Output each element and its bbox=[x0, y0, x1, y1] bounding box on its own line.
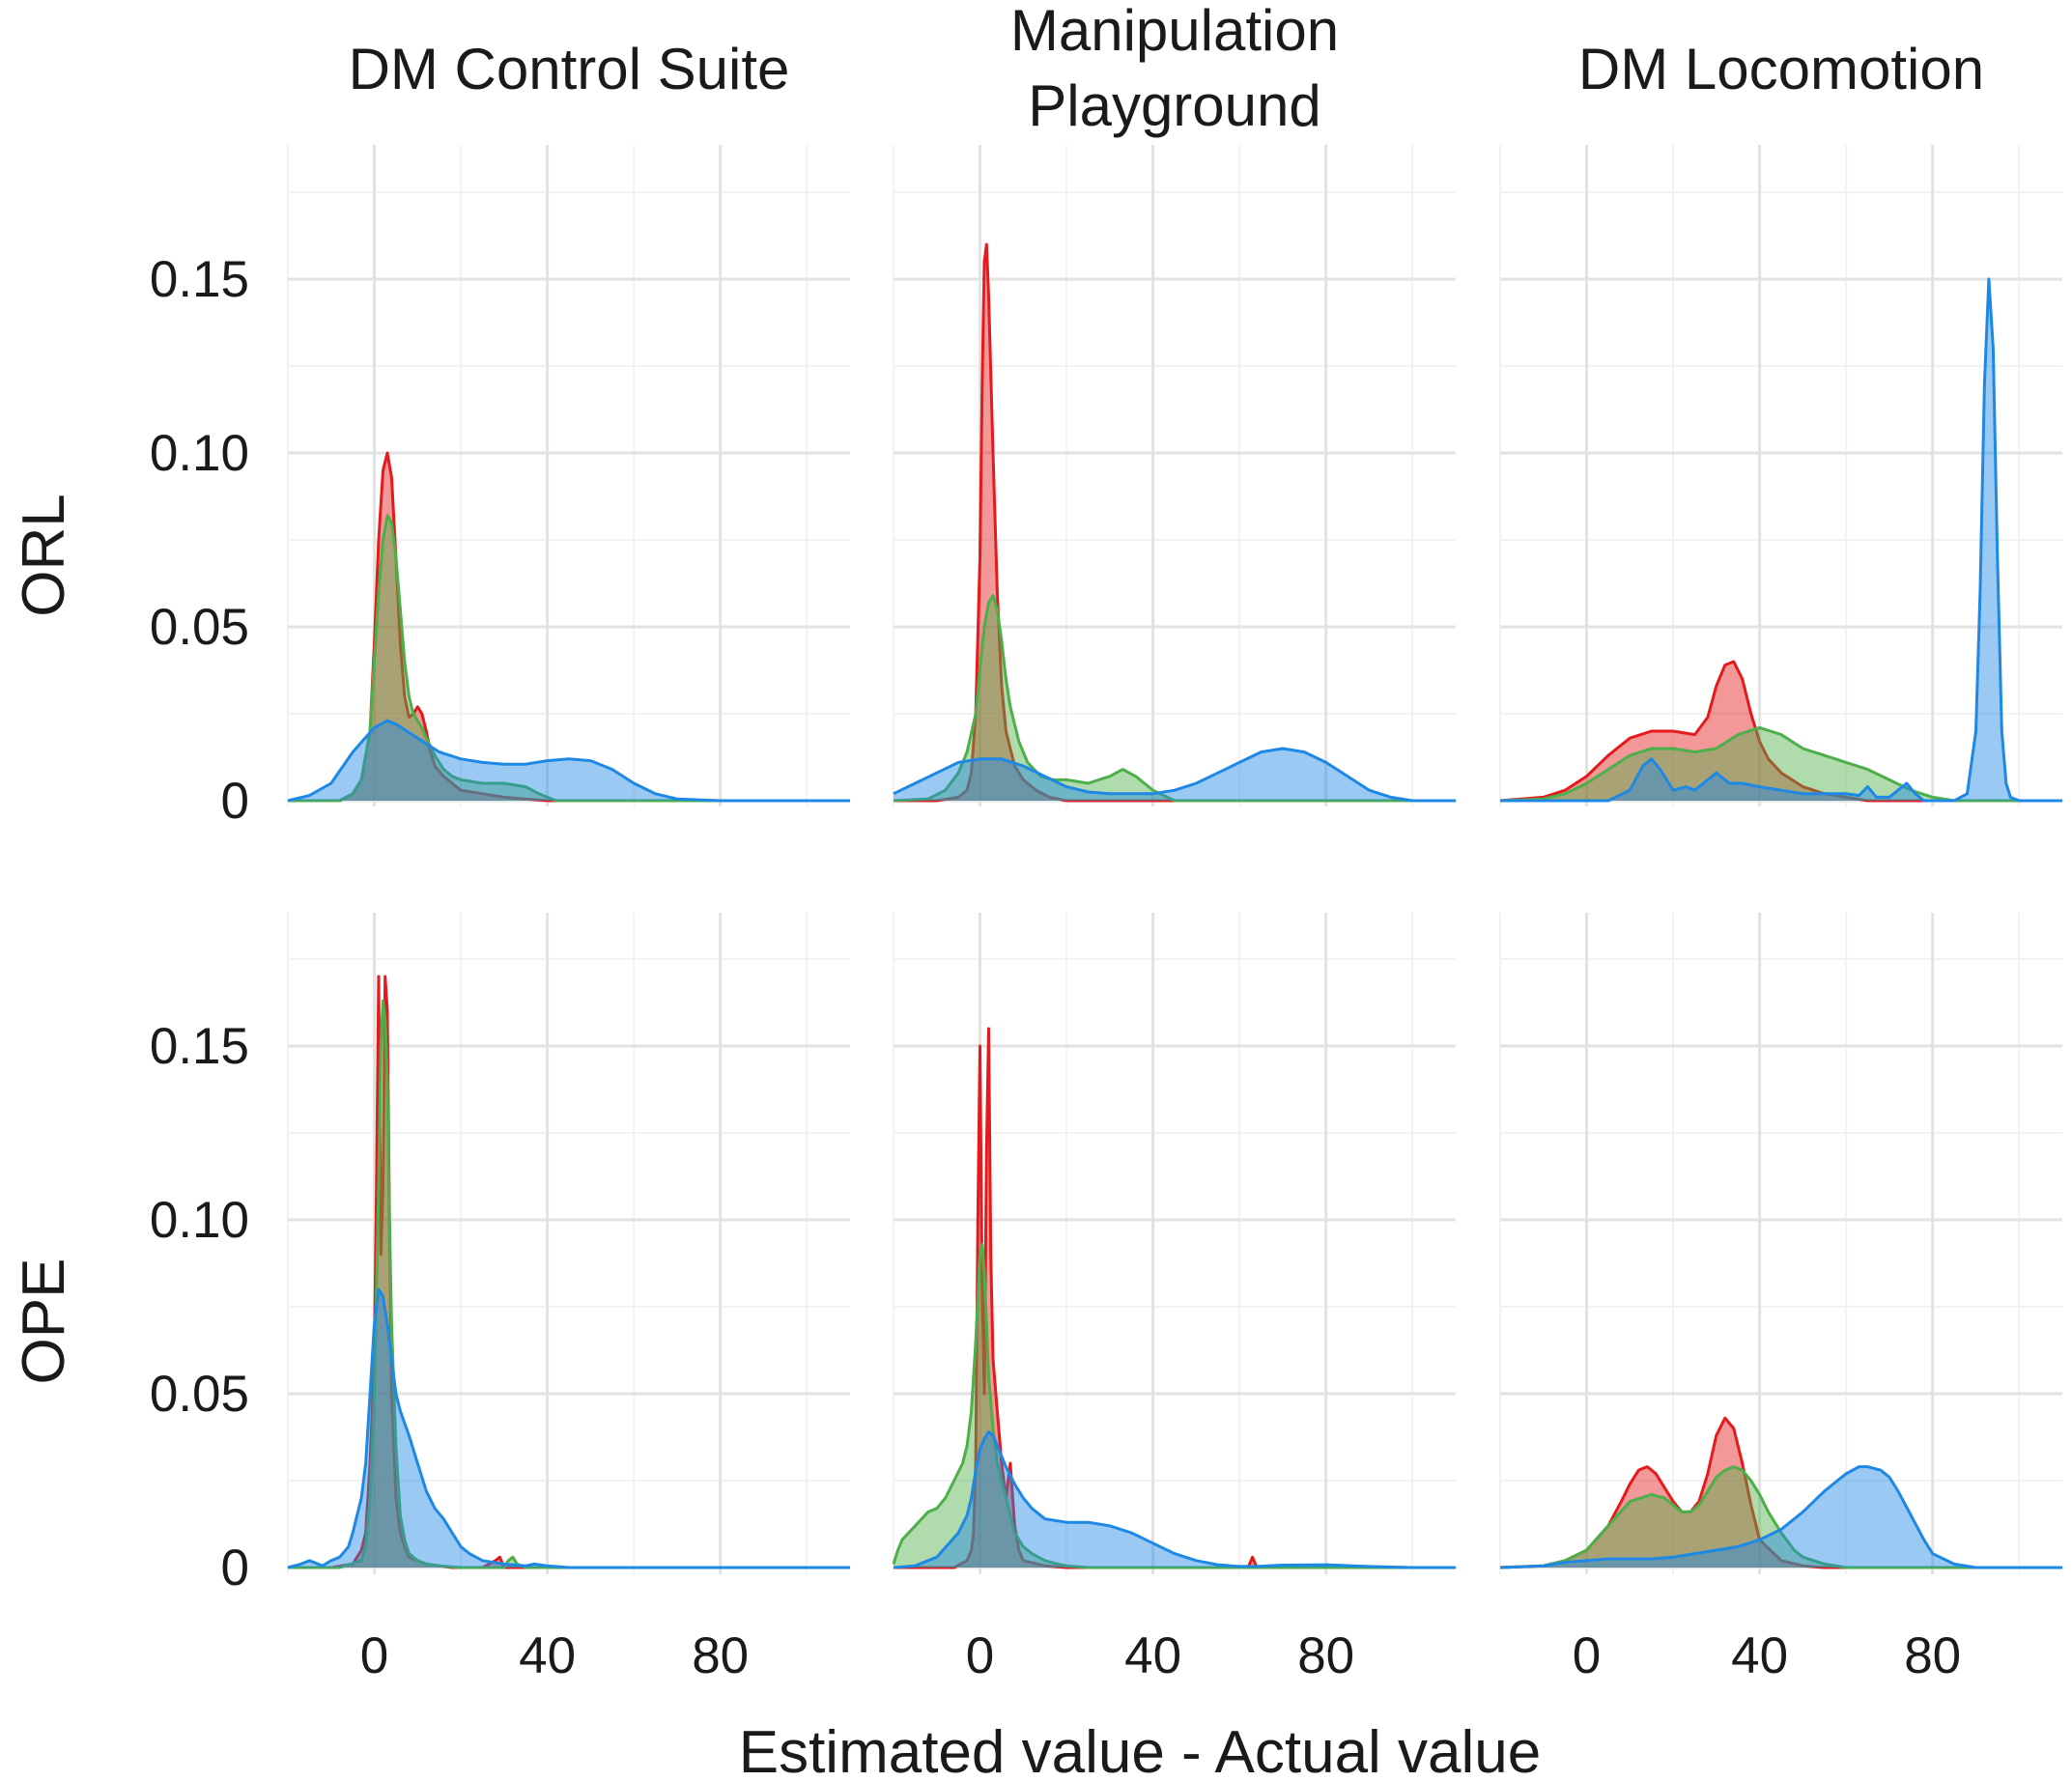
density-line-blue-orl-dm-control-suite bbox=[287, 719, 850, 803]
density-line-red-ope-manipulation-playground bbox=[894, 1027, 1456, 1569]
density-layer bbox=[287, 242, 2062, 1569]
grid-layer bbox=[287, 145, 2062, 1574]
column-title-2-line-2: Playground bbox=[1028, 73, 1321, 138]
density-line-blue-ope-manipulation-playground bbox=[893, 1430, 1456, 1569]
density-line-red-ope-dm-control-suite bbox=[288, 975, 850, 1569]
x-tick-label: 80 bbox=[692, 1627, 749, 1684]
x-tick-label: 40 bbox=[1731, 1627, 1788, 1684]
density-area-blue-ope-dm-control-suite bbox=[288, 1289, 850, 1568]
density-line-blue-orl-dm-locomotion bbox=[1500, 277, 2062, 803]
density-line-blue-ope-dm-locomotion bbox=[1499, 1465, 2062, 1569]
density-area-green-orl-dm-control-suite bbox=[288, 515, 850, 801]
density-area-green-ope-manipulation-playground bbox=[894, 1244, 1456, 1568]
y-tick-label: 0.10 bbox=[150, 1192, 249, 1249]
density-area-green-ope-dm-locomotion bbox=[1500, 1466, 2062, 1568]
row-label-ope: OPE bbox=[11, 1258, 77, 1385]
density-area-blue-orl-manipulation-playground bbox=[894, 749, 1456, 801]
density-line-red-orl-manipulation-playground bbox=[894, 242, 1456, 803]
density-area-green-orl-dm-locomotion bbox=[1500, 727, 2062, 801]
column-title-3-line-1: DM Locomotion bbox=[1578, 37, 1984, 101]
density-area-blue-ope-manipulation-playground bbox=[894, 1431, 1456, 1568]
x-tick-label: 40 bbox=[519, 1627, 576, 1684]
x-tick-label: 0 bbox=[360, 1627, 388, 1684]
density-area-red-orl-dm-locomotion bbox=[1500, 662, 2062, 801]
density-line-blue-orl-manipulation-playground bbox=[893, 747, 1456, 803]
density-line-green-ope-manipulation-playground bbox=[892, 1242, 1456, 1569]
density-area-blue-ope-dm-locomotion bbox=[1500, 1466, 2062, 1568]
y-tick-label: 0.15 bbox=[150, 1018, 249, 1075]
column-title-1-line-1: DM Control Suite bbox=[349, 37, 790, 101]
density-line-blue-ope-dm-control-suite bbox=[287, 1287, 850, 1569]
x-tick-label: 40 bbox=[1124, 1627, 1181, 1684]
density-area-blue-orl-dm-control-suite bbox=[288, 721, 850, 801]
y-tick-label: 0 bbox=[221, 1540, 249, 1597]
density-line-green-ope-dm-locomotion bbox=[1499, 1465, 2062, 1569]
density-area-green-orl-manipulation-playground bbox=[894, 595, 1456, 801]
x-tick-label: 80 bbox=[1297, 1627, 1354, 1684]
label-layer: DM Control Suite Manipulation Playground DM… bbox=[150, 0, 1984, 1684]
y-tick-label: 0 bbox=[221, 773, 249, 830]
density-line-green-orl-dm-control-suite bbox=[288, 514, 850, 803]
row-label-orl: ORL bbox=[11, 494, 77, 616]
y-tick-label: 0.15 bbox=[150, 251, 249, 308]
y-tick-label: 0.05 bbox=[150, 1366, 249, 1423]
x-axis-title: Estimated value - Actual value bbox=[739, 1719, 1542, 1781]
x-tick-label: 80 bbox=[1904, 1627, 1961, 1684]
y-tick-label: 0.05 bbox=[150, 599, 249, 656]
density-line-green-orl-dm-locomotion bbox=[1499, 725, 2062, 803]
y-tick-label: 0.10 bbox=[150, 425, 249, 482]
density-line-green-orl-manipulation-playground bbox=[893, 594, 1456, 803]
x-tick-label: 0 bbox=[966, 1627, 994, 1684]
column-title-2-line-1: Manipulation bbox=[1010, 0, 1339, 63]
density-area-red-ope-dm-locomotion bbox=[1500, 1418, 2062, 1568]
x-tick-label: 0 bbox=[1573, 1627, 1601, 1684]
